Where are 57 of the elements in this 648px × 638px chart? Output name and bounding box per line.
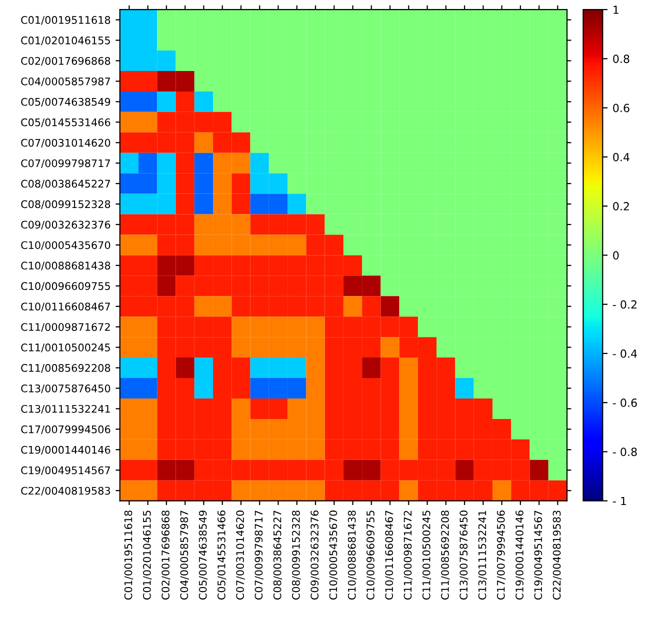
y-tick-label: C19/0049514567 [21,466,110,476]
y-tick-label: C10/0005435670 [21,241,110,250]
x-tick-label: C10/0116608467 [385,510,394,600]
y-tick-label: C09/0032632376 [21,220,110,230]
y-tick-label: C05/0145531466 [21,118,110,128]
x-tick-label: C07/0099798717 [254,510,264,600]
color-bar-label: 0.8 [613,54,630,64]
x-tick-label: C10/0005435670 [329,510,338,600]
color-bar-label: 0.4 [613,152,630,162]
x-tick-label: C10/0096609755 [366,510,376,600]
x-tick-label: C17/0079994506 [496,510,506,600]
y-tick-label: C10/0088681438 [21,262,110,270]
x-tick-label: C10/0088681438 [348,510,357,600]
x-tick-label: C04/0005857987 [180,510,189,600]
y-tick-label: C13/0075876450 [21,384,110,394]
y-tick-label: C10/0096609755 [21,282,110,291]
y-tick-label: C02/0017696868 [21,56,110,66]
y-tick-label: C05/0074638549 [21,98,110,107]
color-bar-label: 0.2 [613,202,629,210]
x-tick-label: C19/0049514567 [534,510,543,600]
color-bar-label: - 0.4 [612,349,637,358]
x-tick-label: C08/0038645227 [273,510,282,600]
x-tick-label: C11/0085692208 [441,510,450,600]
y-tick-label: C11/0085692208 [21,364,110,373]
y-tick-label: C19/0001440146 [21,446,110,455]
y-tick-label: C04/0005857987 [21,77,110,86]
color-bar-label: 1 [614,6,618,14]
x-tick-label: C05/0145531466 [217,510,226,600]
x-tick-label: C13/0075876450 [460,510,468,600]
color-bar-label: - 0.2 [612,300,636,309]
y-tick-label: C07/0099798717 [21,159,110,168]
y-tick-label: C22/0040819583 [21,486,110,496]
x-tick-label: C13/0111532241 [478,510,488,600]
y-tick-label: C01/0019511618 [21,16,110,25]
x-tick-label: C07/0031014620 [236,510,245,600]
x-tick-label: C09/0032632376 [310,510,320,600]
y-tick-label: C11/0009871672 [21,323,110,332]
y-tick-label: C11/0010500245 [21,344,110,352]
y-tick-label: C08/0038645227 [21,180,110,188]
x-tick-label: C05/0074638549 [198,510,208,600]
color-bar-label: 0 [613,251,619,260]
color-bar-label: - 1 [612,496,626,506]
y-tick-label: C17/0079994506 [21,425,110,434]
x-tick-label: C22/0040819583 [552,510,562,600]
y-tick-label: C08/0099152328 [21,200,110,209]
y-tick-label: C13/0111532241 [21,404,110,414]
y-tick-label: C07/0031014620 [21,138,110,148]
y-tick-label: C10/0116608467 [21,302,110,312]
x-tick-label: C02/0017696868 [162,510,170,600]
y-tick-label: C01/0201046155 [21,36,110,46]
color-bar-label: - 0.8 [612,448,637,456]
color-bar-label: 0.6 [613,104,630,112]
x-tick-label: C19/0001440146 [516,510,524,600]
color-bar-label: - 0.6 [612,398,637,407]
x-tick-label: C11/0009871672 [404,510,412,600]
x-tick-label: C08/0099152328 [292,510,301,600]
x-tick-label: C11/0010500245 [422,510,432,600]
